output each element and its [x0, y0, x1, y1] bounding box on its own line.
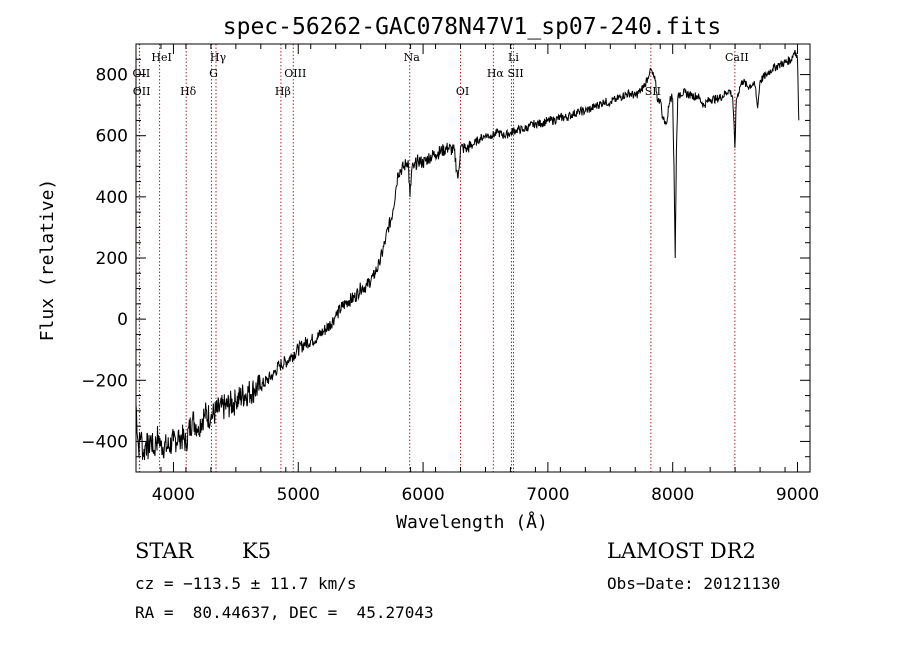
line-label-oii: OII	[133, 67, 151, 80]
line-label-hδ: Hδ	[180, 85, 197, 98]
observation-date: Obs−Date: 20121130	[607, 574, 781, 593]
x-axis-label: Wavelength (Å)	[396, 511, 548, 533]
object-class: STAR	[135, 539, 194, 563]
y-tick-label: 0	[117, 310, 128, 330]
line-label-sii: SII	[507, 67, 523, 80]
object-subclass: K5	[242, 539, 272, 563]
line-label-li: Li	[508, 51, 519, 64]
redshift-velocity: cz = −113.5 ± 11.7 km/s	[135, 574, 357, 593]
y-tick-label: 600	[96, 127, 128, 147]
x-tick-label: 7000	[526, 485, 569, 505]
line-label-na: Na	[404, 51, 421, 64]
x-tick-label: 6000	[401, 485, 444, 505]
x-tick-label: 4000	[152, 485, 195, 505]
y-axis-label: Flux (relative)	[37, 179, 58, 342]
y-tick-label: 400	[96, 188, 128, 208]
line-label-hβ: Hβ	[275, 85, 291, 98]
spectrum-series-line	[135, 49, 800, 461]
axis-ticks: 4000 5000 6000 7000 8000 9000 −400 −200 0 200 400 6…	[81, 43, 819, 505]
y-tick-label: 800	[96, 66, 128, 86]
line-label-caii: CaII	[725, 51, 749, 64]
y-tick-label: −200	[81, 371, 128, 391]
line-label-hei: HeI	[151, 51, 171, 64]
sky-coordinates: RA = 80.44637, DEC = 45.27043	[135, 603, 434, 622]
line-label-hα: Hα	[487, 67, 505, 80]
chart-title: spec-56262-GAC078N47V1_sp07-240.fits	[223, 14, 722, 40]
x-tick-label: 5000	[277, 485, 320, 505]
line-label-oiii: OIII	[284, 67, 306, 80]
survey-name: LAMOST DR2	[607, 539, 756, 563]
line-label-oi: OI	[456, 85, 469, 98]
y-tick-label: −400	[81, 432, 128, 452]
line-label-oii: OII	[133, 85, 151, 98]
line-label-hγ: Hγ	[210, 51, 227, 64]
x-tick-label: 9000	[776, 485, 819, 505]
y-tick-label: 200	[96, 249, 128, 269]
line-label-g: G	[209, 67, 218, 80]
line-label-sii: SII	[645, 85, 661, 98]
x-tick-label: 8000	[651, 485, 694, 505]
